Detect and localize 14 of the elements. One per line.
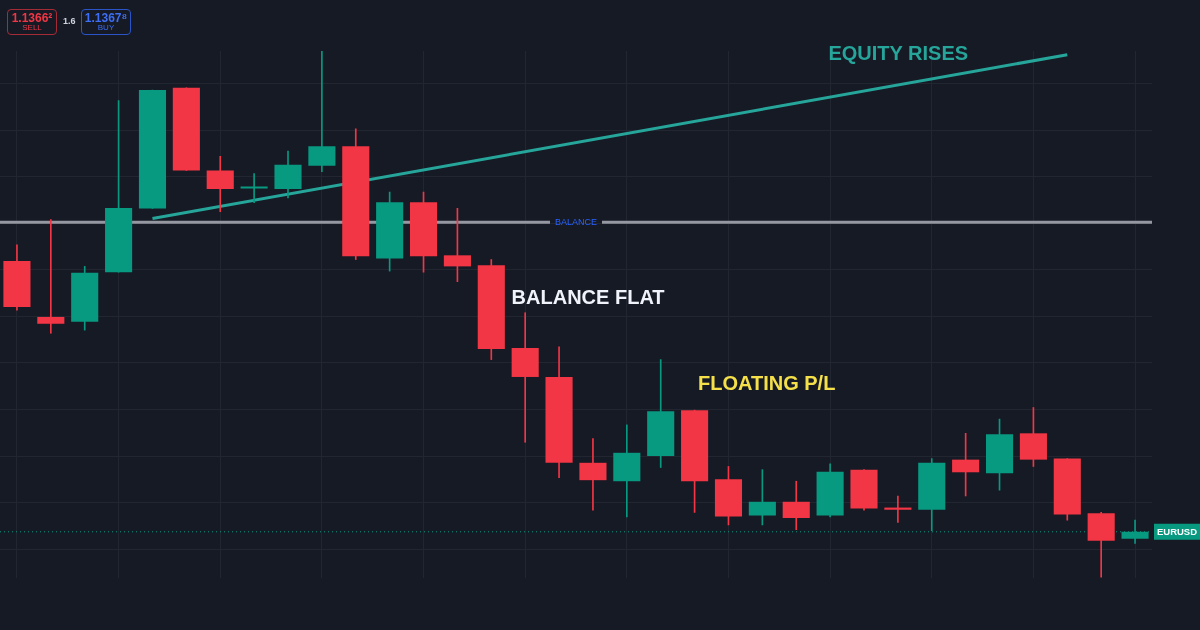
text: 1.6 [63,16,76,26]
candlestick [884,495,912,523]
candlestick [240,173,268,203]
candlestick [37,219,65,334]
candlestick [511,312,539,443]
ref-line-label: BALANCE [554,217,598,228]
candlestick [579,438,607,511]
candlestick [308,51,336,172]
sell-button: 1.1366² SELL [7,9,57,35]
buy-button: 1.1367⁸ BUY [81,9,131,35]
annotation: FLOATING P/L [697,371,836,394]
annotation: BALANCE FLAT [511,285,665,308]
ref-line-label: EURUSD [1156,525,1198,537]
annotation: EQUITY RISES [828,41,969,64]
